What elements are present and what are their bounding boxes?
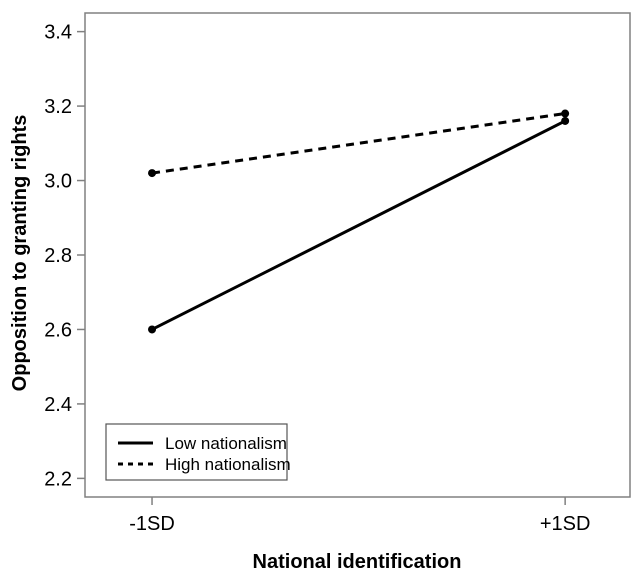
data-point-high-nationalism (561, 109, 570, 118)
x-tick-label: +1SD (540, 513, 591, 535)
series-line-low-nationalism (151, 119, 566, 331)
y-tick-label: 2.8 (44, 245, 72, 267)
data-point-low-nationalism (148, 325, 157, 334)
data-point-high-nationalism (148, 169, 157, 178)
series-line-high-nationalism (151, 112, 566, 175)
y-axis: 2.2 2.4 2.6 2.8 3.0 3.2 3.4 (44, 22, 85, 490)
legend-label-high-nationalism: High nationalism (165, 455, 291, 474)
y-tick-label: 2.6 (44, 319, 72, 341)
x-axis-title: National identification (253, 551, 462, 573)
x-tick-label: -1SD (129, 513, 175, 535)
y-tick-label: 3.2 (44, 96, 72, 118)
y-tick-label: 3.0 (44, 171, 72, 193)
y-axis-title: Opposition to granting rights (9, 115, 31, 392)
x-axis: -1SD +1SD (129, 497, 590, 535)
y-tick-label: 3.4 (44, 22, 72, 44)
data-series-group (148, 109, 570, 334)
legend: Low nationalism High nationalism (105, 423, 291, 481)
legend-box (105, 423, 288, 481)
data-point-low-nationalism (561, 116, 570, 125)
legend-label-low-nationalism: Low nationalism (165, 434, 287, 453)
y-tick-label: 2.2 (44, 468, 72, 490)
y-tick-label: 2.4 (44, 394, 72, 416)
